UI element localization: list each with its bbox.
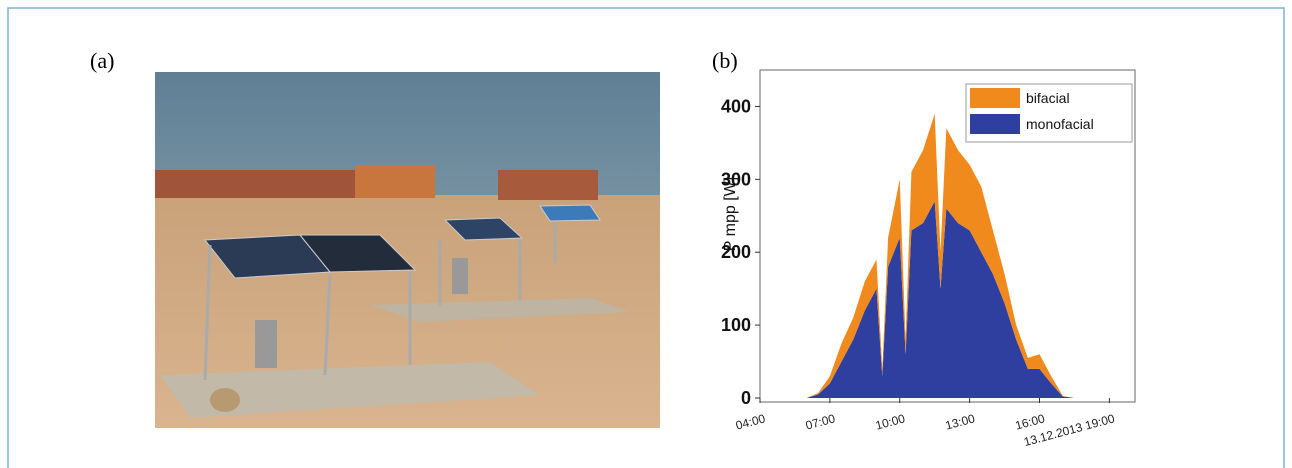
x-tick-label: 07:00 xyxy=(804,411,837,432)
x-tick-label: 04:00 xyxy=(734,411,767,432)
y-tick-label: 400 xyxy=(721,96,751,116)
y-tick-label: 0 xyxy=(741,388,751,408)
panel-label: (a) xyxy=(90,48,114,73)
legend-swatch xyxy=(970,88,1020,108)
y-tick-label: 100 xyxy=(721,315,751,335)
figure: (a) (b) 010020030040004:0007:0010:0013:0… xyxy=(0,0,1292,468)
y-axis-label: P mpp [W] xyxy=(722,177,739,251)
panel-label: (b) xyxy=(712,48,738,73)
legend-label: monofacial xyxy=(1026,116,1094,132)
legend-swatch xyxy=(970,114,1020,134)
legend-label: bifacial xyxy=(1026,90,1070,106)
photo xyxy=(155,72,660,428)
x-tick-label: 13:00 xyxy=(944,411,977,432)
x-tick-label: 10:00 xyxy=(874,411,907,432)
